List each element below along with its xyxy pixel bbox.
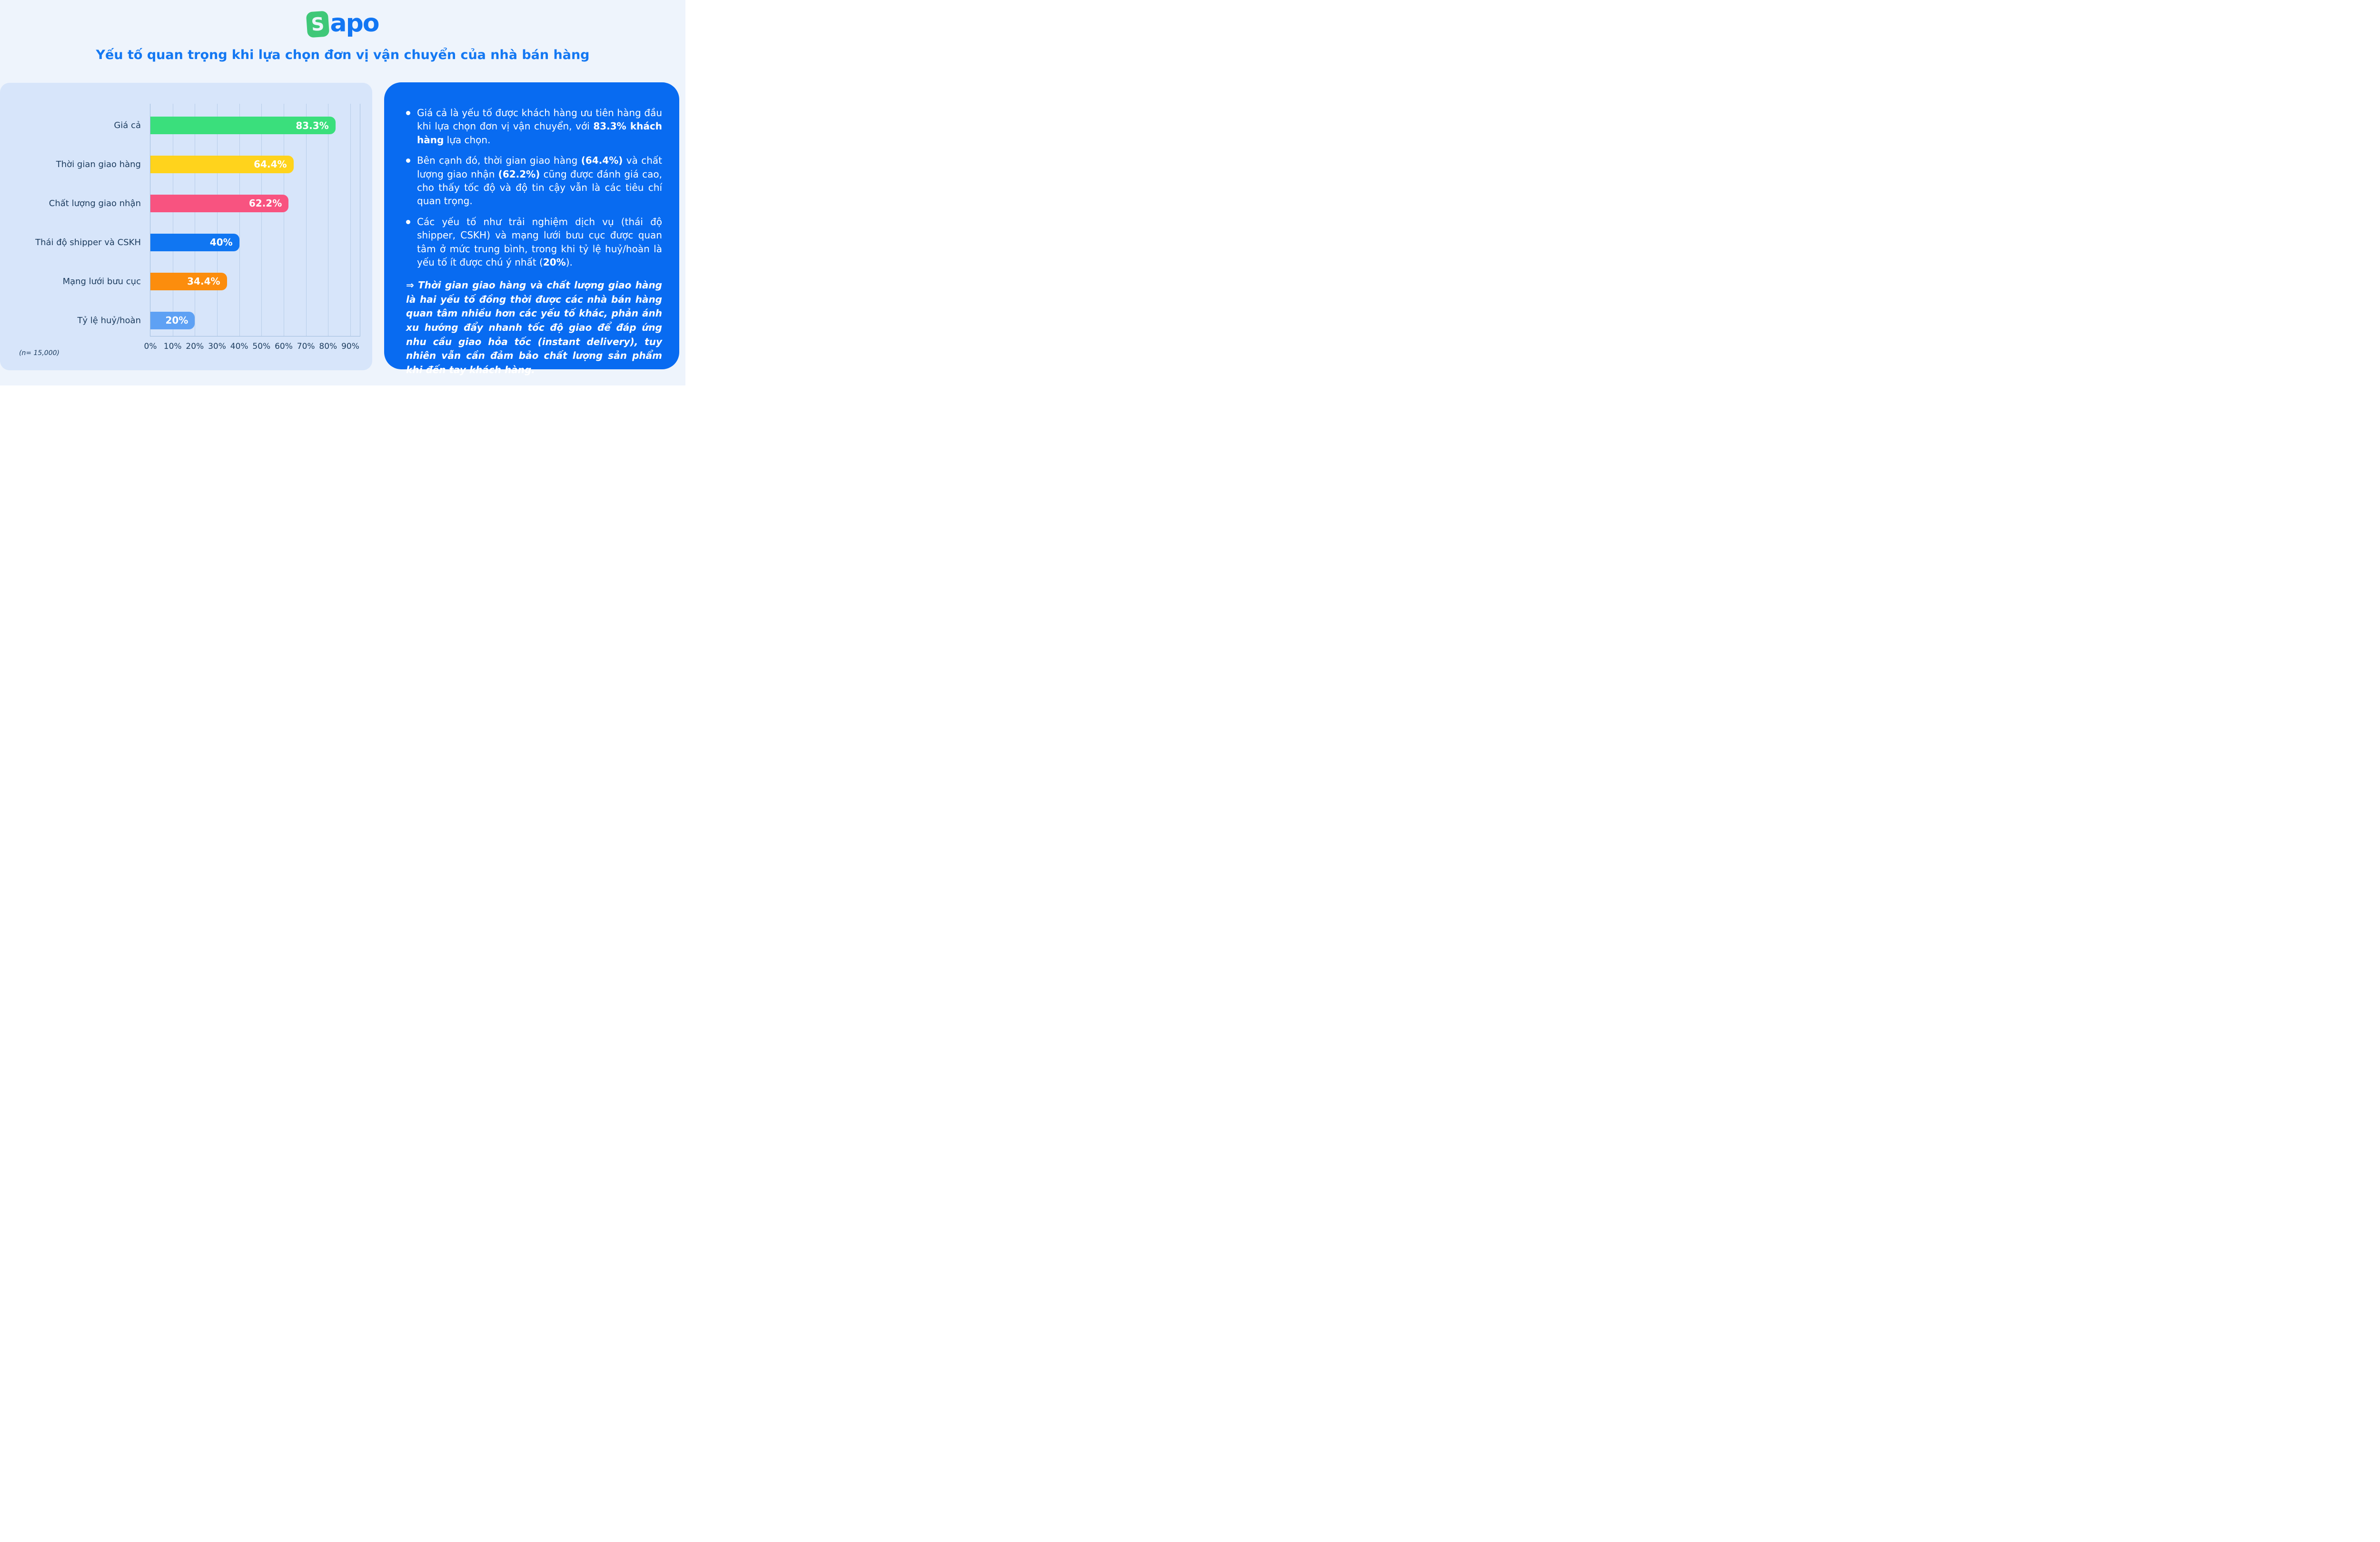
insight-text: Các yếu tố như trải nghiệm dịch vụ (thái…: [417, 216, 662, 268]
sapo-logo-mark: S: [306, 10, 330, 38]
x-tick-90%: 90%: [341, 342, 359, 351]
bar-row: Tỷ lệ huỷ/hoàn 20%: [77, 311, 360, 329]
gridline-30%: [217, 104, 218, 336]
bar-value-label: 62.2%: [248, 198, 282, 209]
insights-list: Giá cả là yếu tố được khách hàng ưu tiên…: [406, 106, 662, 269]
bar: 64.4%: [150, 155, 294, 173]
category-label: Giá cả: [114, 120, 141, 130]
sapo-logo-text: apo: [330, 9, 379, 38]
x-tick-30%: 30%: [208, 342, 226, 351]
x-tick-10%: 10%: [163, 342, 182, 351]
bar-row: Chất lượng giao nhận 62.2%: [49, 194, 360, 212]
bar-value-label: 64.4%: [254, 158, 287, 170]
insight-text: Giá cả là yếu tố được khách hàng ưu tiên…: [417, 107, 662, 146]
category-label: Tỷ lệ huỷ/hoàn: [77, 315, 141, 326]
bar-row: Mạng lưới bưu cục 34.4%: [63, 272, 360, 290]
bullet-dot-icon: [406, 111, 410, 115]
bar-chart-plot-area: 0% 10% 20% 30% 40% 50% 60% 70% 80% 90% Giá cả 83.3%…: [35, 104, 360, 351]
insight-bullet: Bên cạnh đó, thời gian giao hàng (64.4%)…: [406, 154, 662, 208]
insight-text: Bên cạnh đó, thời gian giao hàng (64.4%)…: [417, 155, 663, 207]
bar-row: Thái độ shipper và CSKH 40%: [35, 233, 360, 251]
sample-size-note: (n= 15,000): [19, 349, 60, 357]
x-tick-70%: 70%: [297, 342, 315, 351]
page: S apo Yếu tố quan trọng khi lựa chọn đơn…: [0, 0, 685, 386]
x-tick-80%: 80%: [319, 342, 337, 351]
insights-panel: Giá cả là yếu tố được khách hàng ưu tiên…: [384, 82, 679, 376]
x-tick-60%: 60%: [275, 342, 293, 351]
bar-row: Giá cả 83.3%: [114, 117, 360, 134]
bar-value-label: 34.4%: [187, 276, 220, 287]
gridline-40%: [239, 104, 240, 336]
bar-row: Thời gian giao hàng 64.4%: [56, 155, 360, 173]
bar-value-label: 83.3%: [296, 119, 329, 131]
bar: 83.3%: [150, 117, 336, 134]
category-label: Thái độ shipper và CSKH: [35, 237, 141, 247]
x-tick-0%: 0%: [144, 342, 157, 351]
bar: 34.4%: [150, 272, 227, 290]
category-label: Mạng lưới bưu cục: [62, 276, 141, 287]
category-label: Chất lượng giao nhận: [49, 198, 141, 208]
bullet-dot-icon: [406, 219, 410, 224]
sapo-logo: S apo: [306, 9, 380, 38]
bar-value-label: 40%: [209, 237, 233, 248]
chart-panel: 0% 10% 20% 30% 40% 50% 60% 70% 80% 90% Giá cả 83.3%…: [0, 83, 372, 370]
page-title: Yếu tố quan trọng khi lựa chọn đơn vị vậ…: [96, 48, 590, 62]
x-tick-50%: 50%: [252, 342, 271, 351]
bar-value-label: 20%: [165, 315, 188, 326]
bar: 40%: [150, 233, 239, 251]
insight-bullet: Giá cả là yếu tố được khách hàng ưu tiên…: [406, 106, 662, 147]
bar: 20%: [150, 311, 195, 329]
conclusion-text: ⇒ Thời gian giao hàng và chất lượng giao…: [406, 279, 662, 376]
x-tick-20%: 20%: [186, 342, 204, 351]
bullet-dot-icon: [406, 158, 410, 163]
category-label: Thời gian giao hàng: [56, 159, 141, 169]
gridline-70%: [306, 104, 307, 336]
gridline-50%: [261, 104, 262, 336]
gridline-90%: [350, 104, 351, 336]
insight-bullet: Các yếu tố như trải nghiệm dịch vụ (thái…: [406, 215, 662, 269]
bar: 62.2%: [150, 194, 289, 212]
x-tick-40%: 40%: [230, 342, 248, 351]
sapo-logo-letter: S: [310, 13, 325, 35]
